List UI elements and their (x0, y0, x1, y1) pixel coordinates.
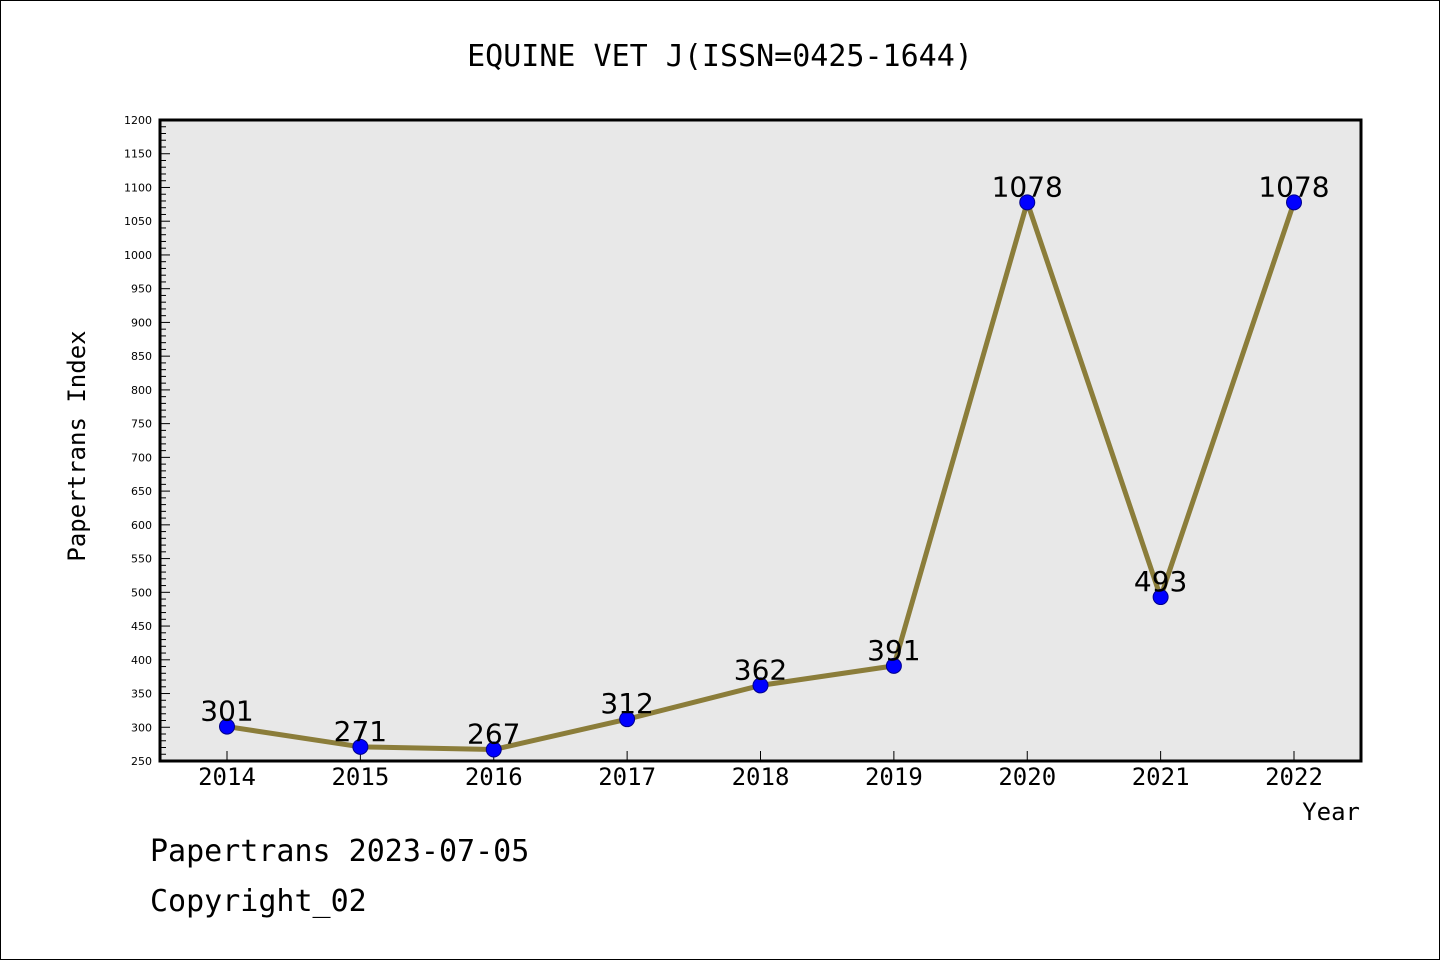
y-axis-label: Papertrans Index (63, 330, 91, 561)
y-tick-label: 700 (131, 451, 152, 464)
y-tick-label: 950 (131, 283, 152, 296)
y-tick-label: 300 (131, 721, 152, 734)
series-group: 301 271 267 312 362 391 1078 493 1078 (200, 170, 1330, 758)
data-point (885, 657, 902, 674)
data-label: 391 (867, 634, 920, 667)
x-tick-label: 2017 (598, 763, 656, 791)
data-label: 271 (334, 715, 387, 748)
data-point (1019, 194, 1036, 211)
data-point (1286, 194, 1302, 211)
data-label: 267 (467, 718, 520, 751)
data-point (752, 677, 769, 694)
y-tick-label: 350 (131, 688, 152, 701)
data-point (485, 741, 502, 758)
y-tick-label: 850 (131, 350, 152, 363)
y-tick-label: 250 (131, 755, 152, 768)
y-tick-label: 550 (131, 553, 152, 566)
x-tick-label: 2020 (998, 763, 1056, 791)
x-axis: 2014 2015 2016 2017 2018 2019 2020 2021 2022 (198, 751, 1323, 791)
data-point (219, 718, 235, 735)
y-tick-label: 400 (131, 654, 152, 667)
x-tick-label: 2018 (732, 763, 790, 791)
x-tick-label: 2019 (865, 763, 923, 791)
chart-title: EQUINE VET J(ISSN=0425-1644) (467, 39, 973, 74)
data-point (619, 711, 636, 728)
y-tick-label: 1050 (124, 215, 152, 228)
y-tick-label: 500 (131, 586, 152, 599)
x-tick-label: 2016 (465, 763, 523, 791)
footer-date: Papertrans 2023-07-05 (150, 834, 530, 869)
y-tick-label: 450 (131, 620, 152, 633)
data-label: 1078 (1258, 170, 1329, 203)
y-tick-label: 800 (131, 384, 152, 397)
data-point (352, 738, 369, 755)
x-tick-label: 2021 (1132, 763, 1190, 791)
y-tick-label: 650 (131, 485, 152, 498)
y-tick-label: 600 (131, 519, 152, 532)
y-tick-label: 1000 (124, 249, 152, 262)
data-point (1152, 589, 1169, 606)
x-tick-label: 2014 (198, 763, 256, 791)
footer-copyright: Copyright_02 (150, 884, 367, 919)
data-label: 301 (200, 695, 253, 728)
y-tick-label: 1200 (124, 114, 152, 127)
y-axis: 250 300 350 400 450 500 550 600 650 700 750 800 850 9… (124, 114, 170, 768)
data-label: 312 (600, 687, 653, 720)
y-tick-label: 1100 (124, 181, 152, 194)
data-label: 493 (1134, 565, 1187, 598)
y-tick-label: 1150 (124, 148, 152, 161)
data-label: 362 (734, 653, 787, 686)
y-tick-label: 900 (131, 316, 152, 329)
x-tick-label: 2015 (331, 763, 389, 791)
x-tick-label: 2022 (1265, 763, 1323, 791)
y-tick-label: 750 (131, 418, 152, 431)
plot-area (158, 118, 1363, 763)
x-axis-label: Year (1302, 798, 1360, 826)
data-label: 1078 (992, 170, 1063, 203)
